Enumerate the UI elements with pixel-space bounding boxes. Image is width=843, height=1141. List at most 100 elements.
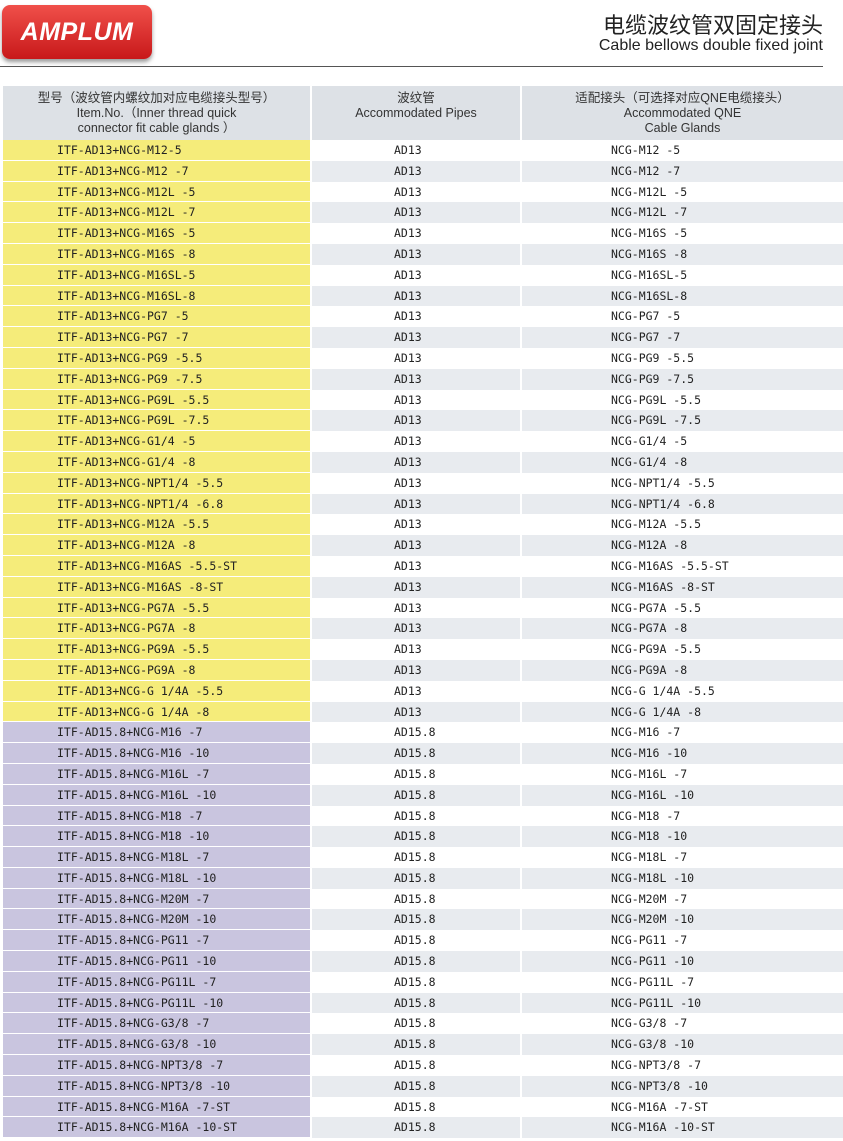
pipe-cell: AD15.8 bbox=[312, 1075, 520, 1097]
table-row: ITF-AD15.8+NCG-G3/8 -10 AD15.8 NCG-G3/8 -1… bbox=[3, 1034, 843, 1056]
pipe-cell: AD13 bbox=[394, 600, 422, 615]
item-no-cell: ITF-AD13+NCG-M16SL-5 bbox=[3, 264, 310, 286]
gland-cell: NCG-M16L -7 bbox=[611, 766, 688, 781]
gland-cell: NCG-PG11 -7 bbox=[611, 933, 688, 948]
pipe-cell: AD13 bbox=[312, 243, 520, 265]
item-no-cell: ITF-AD13+NCG-PG9 -5.5 bbox=[3, 347, 310, 369]
pipe-cell: AD15.8 bbox=[394, 1099, 436, 1114]
item-no-cell: ITF-AD13+NCG-PG7 -5 bbox=[3, 306, 310, 328]
gland-cell: NCG-PG7A -5.5 bbox=[611, 600, 702, 615]
header-pipes: 波纹管 Accommodated Pipes bbox=[312, 86, 520, 140]
pipe-cell: AD13 bbox=[394, 350, 422, 365]
pipe-cell: AD13 bbox=[394, 309, 422, 324]
table-body: ITF-AD13+NCG-M12-5 AD13 NCG-M12 -5 ITF-AD13… bbox=[3, 140, 843, 1139]
item-no-cell: ITF-AD13+NCG-M12L -5 bbox=[3, 181, 310, 203]
gland-cell: NCG-M12L -5 bbox=[611, 184, 688, 199]
gland-cell: NCG-PG9A -5.5 bbox=[611, 642, 702, 657]
table-row: ITF-AD13+NCG-PG7 -5 AD13 NCG-PG7 -5 bbox=[3, 306, 843, 328]
table-row: ITF-AD13+NCG-PG9L -5.5 AD13 NCG-PG9L -5.5 bbox=[3, 389, 843, 411]
pipe-cell: AD15.8 bbox=[394, 933, 436, 948]
item-no-cell: ITF-AD13+NCG-M12 -7 bbox=[3, 160, 310, 182]
table-row: ITF-AD13+NCG-M12-5 AD13 NCG-M12 -5 bbox=[3, 140, 843, 161]
item-no-cell: ITF-AD13+NCG-PG9 -7.5 bbox=[3, 368, 310, 390]
item-no-cell: ITF-AD15.8+NCG-M18L -7 bbox=[3, 847, 310, 868]
pipe-cell: AD13 bbox=[394, 683, 422, 698]
table-row: ITF-AD15.8+NCG-M16A -7-ST AD15.8 NCG-M16A … bbox=[3, 1096, 843, 1118]
pipe-cell: AD13 bbox=[394, 642, 422, 657]
item-no-cell: ITF-AD15.8+NCG-M16A -10-ST bbox=[3, 1117, 310, 1139]
item-no-cell: ITF-AD13+NCG-PG9L -7.5 bbox=[3, 410, 310, 432]
table-row: ITF-AD15.8+NCG-M18 -7 AD15.8 NCG-M18 -7 bbox=[3, 805, 843, 827]
table-row: ITF-AD13+NCG-PG9 -5.5 AD13 NCG-PG9 -5.5 bbox=[3, 347, 843, 369]
item-no-cell: ITF-AD15.8+NCG-M16L -10 bbox=[3, 784, 310, 806]
gland-cell: NCG-M16SL-5 bbox=[611, 267, 688, 282]
table-row: ITF-AD13+NCG-M16SL-8 AD13 NCG-M16SL-8 bbox=[3, 285, 843, 307]
item-no-cell: ITF-AD15.8+NCG-M18 -7 bbox=[3, 805, 310, 827]
item-no-cell: ITF-AD13+NCG-G 1/4A -5.5 bbox=[3, 680, 310, 702]
pipe-cell: AD13 bbox=[394, 475, 422, 490]
gland-cell: NCG-M16AS -8-ST bbox=[522, 576, 843, 598]
header-en: Accommodated QNE Cable Glands bbox=[623, 106, 742, 135]
header-glands: 适配接头（可选择对应QNE电缆接头） Accommodated QNE Cable… bbox=[522, 86, 843, 140]
gland-cell: NCG-G 1/4A -5.5 bbox=[611, 683, 715, 698]
pipe-cell: AD13 bbox=[312, 535, 520, 556]
pipe-cell: AD13 bbox=[394, 184, 422, 199]
item-no-cell: ITF-AD15.8+NCG-G3/8 -7 bbox=[3, 1013, 310, 1035]
gland-cell: NCG-M16A -10-ST bbox=[522, 1117, 843, 1139]
item-no-cell: ITF-AD13+NCG-PG7A -8 bbox=[3, 618, 310, 640]
item-no-cell: ITF-AD13+NCG-PG9A -5.5 bbox=[3, 639, 310, 660]
pipe-cell: AD15.8 bbox=[312, 826, 520, 848]
item-no-cell: ITF-AD13+NCG-M12L -7 bbox=[3, 202, 310, 224]
pipe-cell: AD13 bbox=[312, 493, 520, 515]
pipe-cell: AD13 bbox=[312, 202, 520, 224]
pipe-cell: AD15.8 bbox=[312, 743, 520, 764]
pipe-cell: AD15.8 bbox=[394, 725, 436, 740]
gland-cell: NCG-M16SL-8 bbox=[522, 285, 843, 307]
item-no-cell: ITF-AD13+NCG-PG9A -8 bbox=[3, 659, 310, 681]
gland-cell: NCG-M12 -5 bbox=[611, 143, 681, 157]
table-row: ITF-AD13+NCG-G 1/4A -8 AD13 NCG-G 1/4A -8 bbox=[3, 701, 843, 723]
gland-cell: NCG-NPT3/8 -10 bbox=[522, 1075, 843, 1097]
gland-cell: NCG-G3/8 -7 bbox=[611, 1016, 688, 1031]
gland-cell: NCG-M16L -10 bbox=[522, 784, 843, 806]
gland-cell: NCG-PG11L -7 bbox=[611, 974, 695, 989]
pipe-cell: AD15.8 bbox=[394, 808, 436, 823]
item-no-cell: ITF-AD13+NCG-M12A -8 bbox=[3, 535, 310, 556]
item-no-cell: ITF-AD15.8+NCG-M16 -7 bbox=[3, 722, 310, 744]
item-no-cell: ITF-AD15.8+NCG-NPT3/8 -7 bbox=[3, 1055, 310, 1076]
table-row: ITF-AD15.8+NCG-M18L -10 AD15.8 NCG-M18L -1… bbox=[3, 867, 843, 889]
item-no-cell: ITF-AD15.8+NCG-PG11L -10 bbox=[3, 992, 310, 1014]
pipe-cell: AD13 bbox=[394, 143, 422, 157]
table-row: ITF-AD15.8+NCG-M20M -7 AD15.8 NCG-M20M -7 bbox=[3, 888, 843, 910]
item-no-cell: ITF-AD13+NCG-G1/4 -5 bbox=[3, 431, 310, 452]
item-no-cell: ITF-AD13+NCG-G 1/4A -8 bbox=[3, 701, 310, 723]
gland-cell: NCG-M12L -7 bbox=[522, 202, 843, 224]
gland-cell: NCG-M16A -7-ST bbox=[611, 1099, 708, 1114]
page-title-en: Cable bellows double fixed joint bbox=[598, 37, 823, 54]
gland-cell: NCG-M20M -10 bbox=[522, 909, 843, 931]
table-row: ITF-AD15.8+NCG-NPT3/8 -7 AD15.8 NCG-NPT3/8… bbox=[3, 1055, 843, 1076]
table-row: ITF-AD15.8+NCG-M20M -10 AD15.8 NCG-M20M -1… bbox=[3, 909, 843, 931]
pipe-cell: AD13 bbox=[394, 392, 422, 407]
table-row: ITF-AD13+NCG-M16AS -5.5-ST AD13 NCG-M16AS … bbox=[3, 555, 843, 577]
table-row: ITF-AD13+NCG-M12A -8 AD13 NCG-M12A -8 bbox=[3, 535, 843, 556]
gland-cell: NCG-PG11L -10 bbox=[522, 992, 843, 1014]
table-row: ITF-AD13+NCG-M12 -7 AD13 NCG-M12 -7 bbox=[3, 160, 843, 182]
table-row: ITF-AD15.8+NCG-PG11L -7 AD15.8 NCG-PG11L -… bbox=[3, 971, 843, 993]
pipe-cell: AD13 bbox=[312, 285, 520, 307]
gland-cell: NCG-M16 -7 bbox=[611, 725, 681, 740]
pipe-cell: AD15.8 bbox=[312, 867, 520, 889]
pipe-cell: AD15.8 bbox=[312, 909, 520, 931]
table-row: ITF-AD13+NCG-G1/4 -5 AD13 NCG-G1/4 -5 bbox=[3, 431, 843, 452]
pipe-cell: AD15.8 bbox=[394, 850, 436, 865]
table-row: ITF-AD13+NCG-M12L -7 AD13 NCG-M12L -7 bbox=[3, 202, 843, 224]
table-row: ITF-AD15.8+NCG-M16 -10 AD15.8 NCG-M16 -10 bbox=[3, 743, 843, 764]
gland-cell: NCG-NPT1/4 -5.5 bbox=[611, 475, 715, 490]
table-row: ITF-AD13+NCG-PG9 -7.5 AD13 NCG-PG9 -7.5 bbox=[3, 368, 843, 390]
pipe-cell: AD13 bbox=[312, 659, 520, 681]
table-row: ITF-AD13+NCG-PG7A -5.5 AD13 NCG-PG7A -5.5 bbox=[3, 597, 843, 619]
gland-cell: NCG-M18 -10 bbox=[522, 826, 843, 848]
table-row: ITF-AD15.8+NCG-PG11L -10 AD15.8 NCG-PG11L … bbox=[3, 992, 843, 1014]
item-no-cell: ITF-AD15.8+NCG-M18L -10 bbox=[3, 867, 310, 889]
header-cn: 波纹管 bbox=[397, 91, 435, 105]
